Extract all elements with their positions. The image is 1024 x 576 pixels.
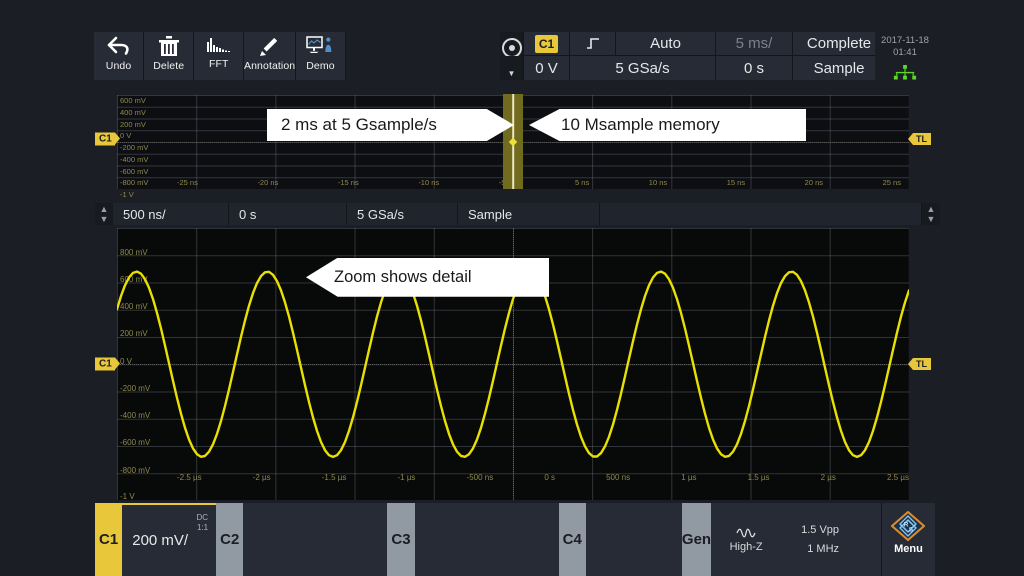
svg-text:S: S bbox=[909, 527, 914, 534]
